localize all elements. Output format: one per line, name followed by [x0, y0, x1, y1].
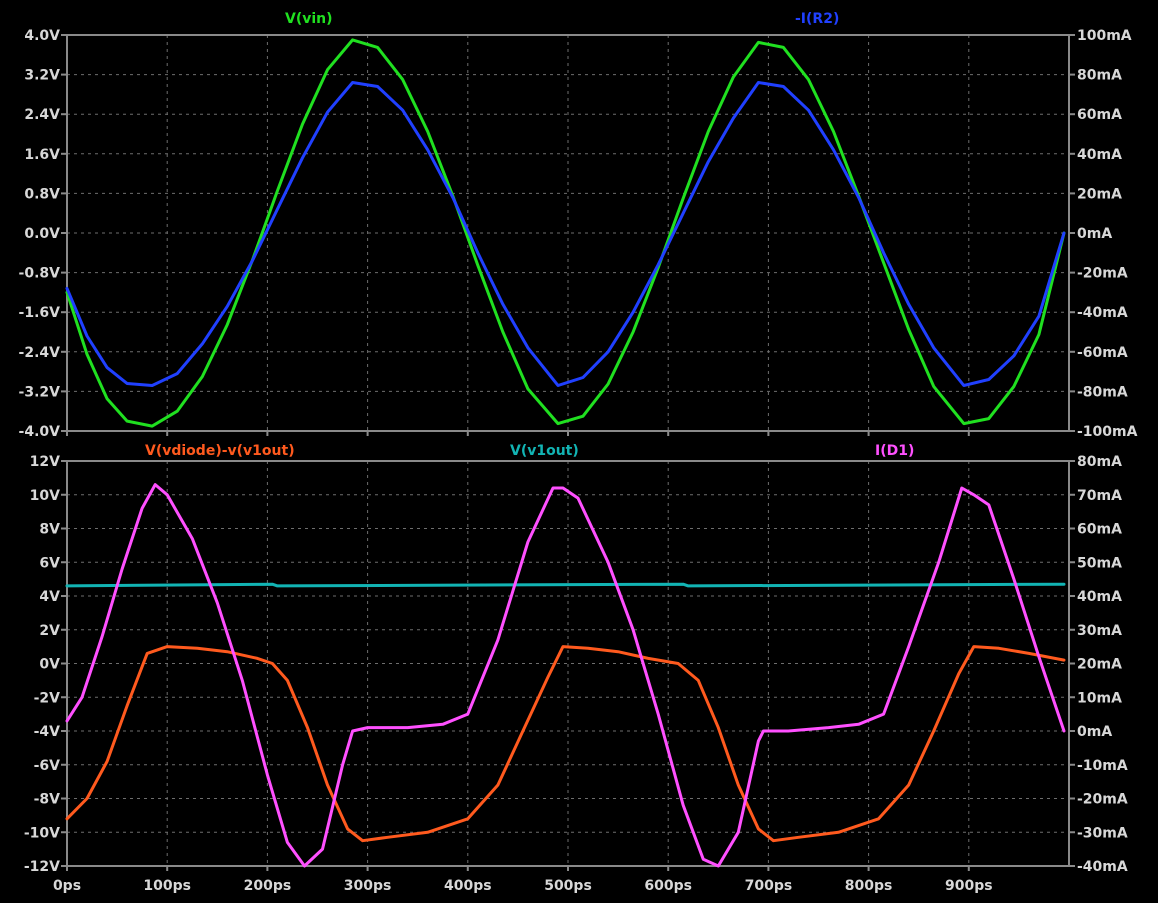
upper-right-tick-label: 0mA	[1077, 226, 1112, 242]
upper-left-tick-label: 1.6V	[24, 147, 60, 163]
lower-right-tick-label: -20mA	[1077, 792, 1128, 808]
lower-right-tick-label: 0mA	[1077, 724, 1112, 740]
lower-left-tick-label: -12V	[24, 859, 60, 875]
upper-axis-ticks: 4.0V 100mA 3.2V 80mA 2.4V 60mA 1.6V 40mA 0.8V 20m…	[19, 28, 1138, 440]
trace-label-vin[interactable]: V(vin)	[285, 11, 333, 27]
lower-left-tick-label: 8V	[39, 522, 60, 538]
time-tick-label: 200ps	[244, 878, 292, 894]
time-tick-label: 900ps	[945, 878, 993, 894]
lower-left-tick-label: 0V	[39, 657, 60, 673]
lower-trace-1[interactable]	[65, 582, 1066, 588]
upper-right-tick-label: -60mA	[1077, 345, 1128, 361]
time-tick-label: 600ps	[644, 878, 692, 894]
lower-right-tick-label: 70mA	[1077, 488, 1122, 504]
upper-traces[interactable]	[65, 38, 1066, 428]
lower-grid	[67, 461, 1069, 866]
lower-left-tick-label: 6V	[39, 555, 60, 571]
upper-left-tick-label: 0.0V	[24, 226, 60, 242]
lower-trace-2[interactable]	[65, 483, 1066, 868]
time-tick-label: 300ps	[344, 878, 392, 894]
lower-left-tick-label: -10V	[24, 825, 60, 841]
upper-right-tick-label: 20mA	[1077, 186, 1122, 202]
upper-right-tick-label: -80mA	[1077, 384, 1128, 400]
time-tick-label: 700ps	[745, 878, 793, 894]
upper-right-tick-label: 100mA	[1077, 28, 1132, 44]
upper-pane[interactable]: 4.0V 100mA 3.2V 80mA 2.4V 60mA 1.6V 40mA 0.8V 20m…	[19, 11, 1138, 440]
upper-left-tick-label: 4.0V	[24, 28, 60, 44]
lower-right-tick-label: 20mA	[1077, 657, 1122, 673]
upper-grid	[67, 35, 1069, 431]
lower-left-tick-label: 12V	[30, 454, 60, 470]
lower-right-tick-label: -10mA	[1077, 758, 1128, 774]
lower-left-tick-label: -6V	[34, 758, 61, 774]
lower-left-tick-label: -8V	[34, 792, 61, 808]
lower-axis-ticks: 12V 80mA 10V 70mA 8V 60mA 6V 50mA 4V 40mA 2V 30mA 0V…	[24, 454, 1128, 875]
time-tick-label: 0ps	[53, 878, 81, 894]
trace-label-vdiode-v1out[interactable]: V(vdiode)-v(v1out)	[145, 443, 295, 459]
trace-label-id1[interactable]: I(D1)	[875, 443, 914, 459]
upper-trace-1[interactable]	[65, 81, 1066, 387]
upper-right-tick-label: -20mA	[1077, 266, 1128, 282]
upper-left-tick-label: -1.6V	[19, 305, 61, 321]
upper-right-tick-label: 60mA	[1077, 107, 1122, 123]
time-tick-label: 100ps	[143, 878, 191, 894]
time-axis-ticks: 0ps 100ps 200ps 300ps 400ps 500ps 600ps 700ps 80…	[53, 878, 993, 894]
lower-left-tick-label: 10V	[30, 488, 60, 504]
lower-pane[interactable]: 12V 80mA 10V 70mA 8V 60mA 6V 50mA 4V 40mA 2V 30mA 0V…	[24, 443, 1128, 875]
lower-left-tick-label: -4V	[34, 724, 61, 740]
lower-right-tick-label: -30mA	[1077, 825, 1128, 841]
trace-label-ir2[interactable]: -I(R2)	[795, 11, 839, 27]
lower-right-tick-label: 40mA	[1077, 589, 1122, 605]
upper-right-tick-label: 40mA	[1077, 147, 1122, 163]
lower-right-tick-label: 60mA	[1077, 522, 1122, 538]
upper-left-tick-label: 0.8V	[24, 186, 60, 202]
lower-right-tick-label: 30mA	[1077, 623, 1122, 639]
lower-right-tick-label: 50mA	[1077, 555, 1122, 571]
trace-label-v1out[interactable]: V(v1out)	[510, 443, 579, 459]
upper-left-tick-label: 3.2V	[24, 68, 60, 84]
lower-right-tick-label: -40mA	[1077, 859, 1128, 875]
lower-traces[interactable]	[65, 483, 1066, 868]
upper-left-tick-label: 2.4V	[24, 107, 60, 123]
lower-left-tick-label: 2V	[39, 623, 60, 639]
time-tick-label: 800ps	[845, 878, 893, 894]
time-tick-label: 400ps	[444, 878, 492, 894]
lower-trace-0[interactable]	[65, 645, 1066, 843]
upper-right-tick-label: 80mA	[1077, 68, 1122, 84]
upper-right-tick-label: -40mA	[1077, 305, 1128, 321]
time-tick-label: 500ps	[544, 878, 592, 894]
upper-right-tick-label: -100mA	[1077, 424, 1138, 440]
lower-left-tick-label: 4V	[39, 589, 60, 605]
upper-left-tick-label: -0.8V	[19, 266, 61, 282]
lower-right-tick-label: 10mA	[1077, 690, 1122, 706]
upper-left-tick-label: -2.4V	[19, 345, 61, 361]
lower-right-tick-label: 80mA	[1077, 454, 1122, 470]
upper-left-tick-label: -3.2V	[19, 384, 61, 400]
lower-left-tick-label: -2V	[34, 690, 61, 706]
upper-trace-0[interactable]	[65, 38, 1066, 428]
upper-left-tick-label: -4.0V	[19, 424, 61, 440]
